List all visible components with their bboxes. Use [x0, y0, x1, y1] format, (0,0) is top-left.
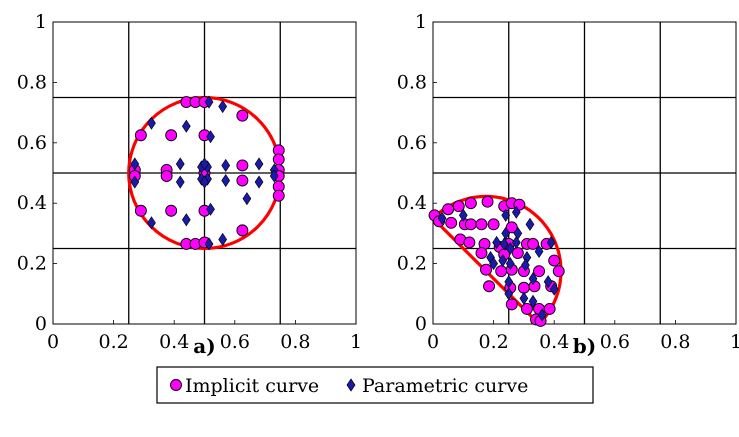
y-tick-label: 0.2 — [397, 253, 427, 275]
parametric-point — [219, 101, 227, 113]
implicit-point — [135, 205, 146, 216]
y-tick-label: 0.6 — [17, 132, 47, 154]
implicit-point — [273, 154, 284, 165]
parametric-point — [526, 218, 534, 230]
x-tick-label: 0.6 — [220, 331, 250, 353]
implicit-point — [237, 110, 248, 121]
implicit-point — [135, 130, 146, 141]
legend-parametric-label: Parametric curve — [362, 375, 528, 397]
implicit-point — [476, 219, 487, 230]
x-tick-label: 0.2 — [478, 331, 508, 353]
x-tick-label: 0.8 — [280, 331, 310, 353]
implicit-point — [521, 303, 532, 314]
y-tick-label: 0.4 — [397, 192, 427, 214]
parametric-point — [255, 158, 263, 170]
parametric-point — [176, 158, 184, 170]
implicit-point — [544, 303, 555, 314]
y-tick-label: 0.8 — [17, 71, 47, 93]
y-tick-label: 0.2 — [17, 253, 47, 275]
y-tick-label: 1 — [415, 11, 427, 33]
x-tick-label: 0.6 — [600, 331, 630, 353]
implicit-point — [518, 282, 529, 293]
panel-b: 0 0.2 0.4 0.6 0.8 1 0 0.2 0.4 0.6 0.8 1 b) — [397, 11, 739, 358]
implicit-point — [482, 196, 493, 207]
parametric-point — [219, 233, 227, 245]
x-tick-label: 0.4 — [539, 331, 569, 353]
implicit-point — [446, 217, 457, 228]
x-tick-label: 0.2 — [98, 331, 128, 353]
x-tick-label: 1 — [350, 331, 362, 353]
parametric-point — [243, 193, 251, 205]
y-tick-label: 0.4 — [17, 192, 47, 214]
implicit-point — [496, 266, 507, 277]
parametric-point — [222, 175, 230, 187]
parametric-point — [222, 159, 230, 171]
panel-a: 0 0.2 0.4 0.6 0.8 1 0 0.2 0.4 0.6 0.8 1 a) — [17, 11, 362, 358]
implicit-point — [534, 266, 545, 277]
implicit-point — [237, 225, 248, 236]
panel-label: a) — [193, 334, 215, 358]
implicit-point — [161, 171, 172, 182]
parametric-point — [176, 176, 184, 188]
parametric-point — [182, 120, 190, 132]
y-tick-label: 1 — [35, 11, 47, 33]
implicit-point — [465, 198, 476, 209]
x-tick-label: 1 — [730, 331, 739, 353]
implicit-point — [237, 175, 248, 186]
implicit-point — [527, 238, 538, 249]
implicit-point — [465, 219, 476, 230]
implicit-point — [476, 248, 487, 259]
legend-implicit-label: Implicit curve — [185, 375, 319, 397]
implicit-point — [549, 255, 560, 266]
parametric-point — [147, 117, 155, 129]
x-tick-label: 0.4 — [159, 331, 189, 353]
implicit-point — [237, 160, 248, 171]
parametric-point — [182, 214, 190, 226]
panel-label: b) — [573, 334, 596, 358]
y-tick-label: 0.8 — [397, 71, 427, 93]
x-tick-label: 0 — [47, 331, 59, 353]
parametric-point — [147, 217, 155, 229]
y-tick-label: 0 — [415, 313, 427, 335]
implicit-point — [443, 204, 454, 215]
x-tick-label: 0 — [427, 331, 439, 353]
parametric-point — [255, 176, 263, 188]
implicit-point — [464, 237, 475, 248]
x-tick-label: 0.8 — [660, 331, 690, 353]
parametric-point — [520, 292, 528, 304]
implicit-point — [481, 264, 492, 275]
y-tick-label: 0.6 — [397, 132, 427, 154]
implicit-point — [166, 130, 177, 141]
implicit-point — [166, 205, 177, 216]
legend: Implicit curve Parametric curve — [157, 367, 593, 403]
implicit-point — [273, 190, 284, 201]
implicit-point — [488, 219, 499, 230]
implicit-point — [484, 281, 495, 292]
legend-implicit-marker — [171, 380, 182, 391]
implicit-point — [506, 299, 517, 310]
implicit-point — [553, 266, 564, 277]
y-tick-label: 0 — [35, 313, 47, 335]
